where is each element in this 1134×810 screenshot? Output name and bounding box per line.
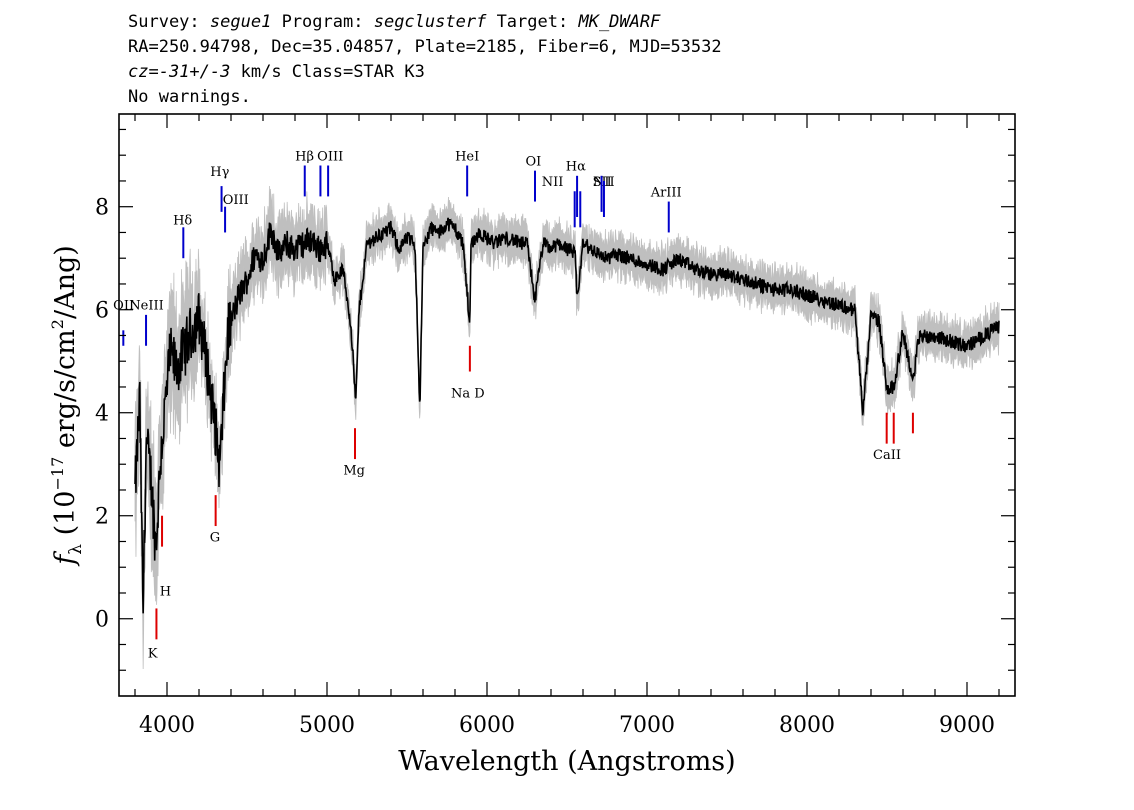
line-label: OIII [317,149,343,164]
line-label: SII [593,175,612,190]
line-label: NeIII [129,299,163,314]
target-label: Target: [496,12,569,32]
y-tick-label: 6 [95,299,109,324]
header-line-4: No warnings. [128,87,251,107]
program-value: segclusterf [373,12,487,32]
header-line-2: RA=250.94798, Dec=35.04857, Plate=2185, … [128,37,722,57]
program-label: Program: [281,12,364,32]
y-tick-label: 2 [95,505,109,530]
y-axis-title: fλ (10−17 erg/s/cm2/Ang) [48,245,86,567]
line-label: OI [526,155,542,170]
line-label: NII [542,175,564,190]
line-label: Hα [566,160,586,175]
line-label: K [148,646,158,661]
line-label: OIII [223,193,249,208]
survey-label: Survey: [128,12,200,32]
flux-line [134,217,1000,614]
spectral-line-markers: OIINeIIIHδHγOIIIHβOIIIHeIOINIIHαNIISIIAr… [113,149,914,661]
line-label: HeI [455,149,479,164]
y-tick-label: 4 [95,402,109,427]
line-label: Hδ [173,214,192,229]
x-tick-label: 6000 [459,713,515,738]
cz-value: -31+/-3 [158,62,231,82]
y-tick-label: 0 [95,608,109,633]
target-value: MK_DWARF [578,12,661,32]
cz-unit-class: km/s Class=STAR K3 [230,62,425,82]
line-label: CaII [873,448,901,463]
header-line-3: cz=-31+/-3 km/s Class=STAR K3 [128,62,425,82]
header-line-1: Survey: segue1 Program: segclusterf Targ… [128,12,660,32]
plot-frame [118,113,1016,697]
x-tick-label: 9000 [939,713,995,738]
x-tick-label: 5000 [299,713,355,738]
line-label: Mg [343,464,365,479]
x-tick-label: 8000 [779,713,835,738]
survey-value: segue1 [209,12,272,32]
line-label: ArIII [650,185,682,200]
line-label: Na D [451,386,485,401]
line-label: Hβ [295,149,314,164]
flux-series [134,217,1000,614]
cz-label: cz= [128,62,159,82]
line-label: Hγ [210,165,229,180]
axis-ticks: 4000 5000 6000 7000 8000 9000 0 2 4 6 8 [95,114,1015,738]
x-tick-label: 4000 [139,713,195,738]
line-label: G [210,530,220,545]
x-tick-label: 7000 [619,713,675,738]
x-axis-title: Wavelength (Angstroms) [398,746,735,777]
y-tick-label: 8 [95,196,109,221]
line-label: H [160,585,171,600]
